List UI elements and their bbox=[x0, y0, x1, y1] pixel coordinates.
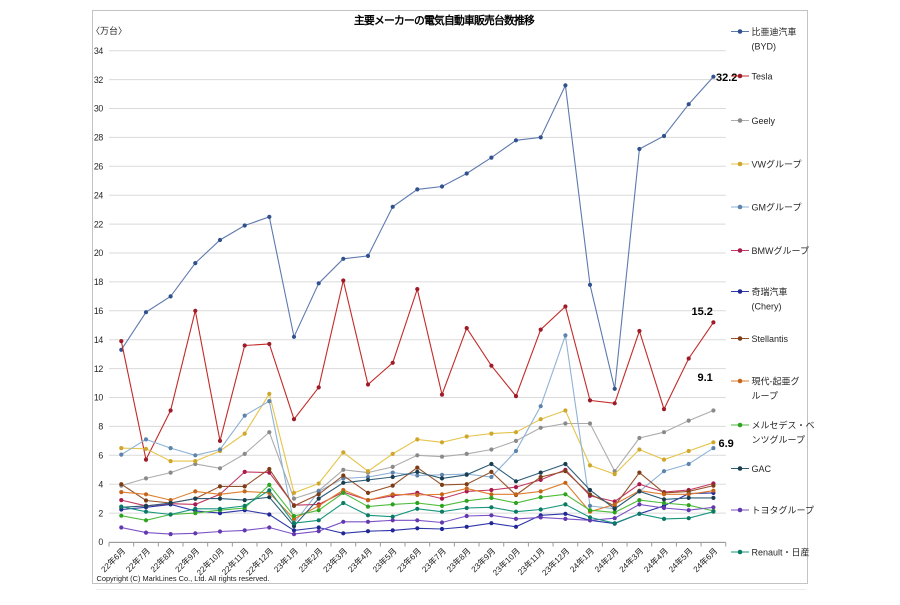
svg-text:(Chery): (Chery) bbox=[752, 301, 782, 311]
svg-text:9.1: 9.1 bbox=[698, 372, 713, 384]
svg-text:32: 32 bbox=[94, 75, 104, 85]
svg-text:8: 8 bbox=[98, 422, 103, 432]
svg-text:Copyright (C) MarkLines Co., L: Copyright (C) MarkLines Co., Ltd. All ri… bbox=[97, 574, 270, 583]
svg-text:14: 14 bbox=[94, 335, 104, 345]
svg-text:6: 6 bbox=[98, 451, 103, 461]
svg-text:18: 18 bbox=[94, 277, 104, 287]
svg-text:20: 20 bbox=[94, 248, 104, 258]
svg-text:メルセデス・ベ: メルセデス・ベ bbox=[752, 419, 815, 430]
svg-text:16: 16 bbox=[94, 306, 104, 316]
svg-text:22: 22 bbox=[94, 219, 104, 229]
svg-text:Tesla: Tesla bbox=[752, 71, 773, 81]
svg-text:トヨタグループ: トヨタグループ bbox=[752, 504, 814, 515]
svg-text:〈万台〉: 〈万台〉 bbox=[91, 25, 127, 36]
svg-text:(BYD): (BYD) bbox=[752, 41, 777, 51]
svg-text:GMグループ: GMグループ bbox=[752, 201, 802, 212]
svg-text:主要メーカーの電気自動車販売台数推移: 主要メーカーの電気自動車販売台数推移 bbox=[354, 13, 535, 27]
svg-text:現代-起亜グ: 現代-起亜グ bbox=[752, 375, 800, 386]
svg-text:12: 12 bbox=[94, 364, 104, 374]
svg-text:24: 24 bbox=[94, 190, 104, 200]
svg-text:ループ: ループ bbox=[752, 391, 778, 401]
svg-text:Geely: Geely bbox=[752, 116, 776, 126]
svg-text:BMWグループ: BMWグループ bbox=[752, 245, 809, 256]
svg-text:10: 10 bbox=[94, 393, 104, 403]
svg-text:ンツグループ: ンツグループ bbox=[752, 434, 805, 445]
svg-text:4: 4 bbox=[98, 479, 103, 489]
svg-text:6.9: 6.9 bbox=[719, 438, 734, 450]
svg-text:26: 26 bbox=[94, 162, 104, 172]
svg-text:15.2: 15.2 bbox=[692, 306, 713, 318]
svg-text:奇瑞汽車: 奇瑞汽車 bbox=[752, 286, 788, 297]
svg-text:比亜迪汽車: 比亜迪汽車 bbox=[752, 26, 797, 37]
svg-text:28: 28 bbox=[94, 133, 104, 143]
svg-text:GAC: GAC bbox=[752, 464, 772, 474]
svg-text:VWグループ: VWグループ bbox=[752, 158, 802, 169]
svg-text:Renault・日産: Renault・日産 bbox=[752, 546, 810, 557]
svg-text:30: 30 bbox=[94, 104, 104, 114]
svg-text:34: 34 bbox=[94, 46, 104, 56]
svg-text:Stellantis: Stellantis bbox=[752, 334, 789, 344]
svg-text:0: 0 bbox=[98, 537, 103, 547]
svg-text:2: 2 bbox=[98, 508, 103, 518]
svg-text:32.2: 32.2 bbox=[716, 72, 737, 84]
